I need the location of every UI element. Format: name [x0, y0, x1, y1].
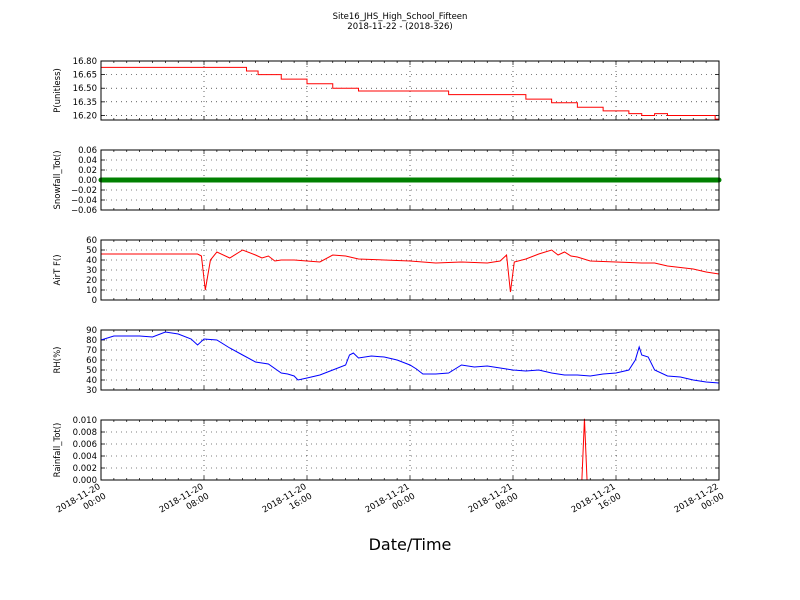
y-axis-label: Snowfall_Tot() [53, 150, 63, 209]
y-tick-label: 0.010 [73, 416, 97, 426]
y-tick-label: 60 [86, 356, 97, 366]
y-axis-label: AirT F() [53, 254, 63, 285]
y-tick-label: 0.00 [78, 176, 97, 186]
y-tick-label: 16.20 [73, 111, 97, 121]
data-series [101, 66, 720, 120]
y-axis-label: Rainfall_Tot() [53, 423, 63, 478]
data-series [100, 331, 720, 384]
y-tick-label: 0.006 [73, 440, 97, 450]
panel-5: 0.000 0.002 0.004 0.006 0.008 0.010 Rainfall_T… [53, 416, 720, 486]
y-tick-label: −0.02 [71, 186, 97, 196]
y-tick-label: 10 [86, 286, 97, 296]
y-tick-label: 40 [86, 256, 97, 266]
y-tick-label: 0.000 [73, 476, 97, 486]
x-axis-label: Date/Time [369, 535, 452, 554]
panels-group: 16.20 16.35 16.50 16.65 16.80 P(unitless) −0.0… [53, 57, 722, 486]
plot-frame [100, 329, 720, 391]
y-tick-label: 20 [86, 276, 97, 286]
y-tick-label: 16.65 [73, 71, 97, 81]
y-tick-label: 60 [86, 236, 97, 246]
y-tick-label: 0.02 [78, 166, 97, 176]
y-tick-label: 16.50 [73, 84, 97, 94]
chart-subtitle: 2018-11-22 - (2018-326) [347, 22, 452, 32]
y-tick-label: 0.002 [73, 464, 97, 474]
y-tick-label: 70 [86, 346, 97, 356]
y-tick-label: 50 [86, 366, 97, 376]
y-axis-label: P(unitless) [53, 68, 63, 113]
y-tick-label: −0.04 [71, 196, 97, 206]
panel-1: 16.20 16.35 16.50 16.65 16.80 P(unitless) [53, 57, 720, 121]
y-tick-label: 40 [86, 376, 97, 386]
y-tick-label: −0.06 [71, 206, 97, 216]
y-tick-label: 30 [86, 266, 97, 276]
y-tick-label: 0.06 [78, 146, 97, 156]
data-series [101, 249, 720, 293]
plot-frame [100, 239, 720, 301]
y-tick-label: 30 [86, 386, 97, 396]
panel-2: −0.06−0.04−0.020.000.020.040.06 Snowfall_… [53, 146, 722, 216]
y-tick-label: 0 [92, 296, 97, 306]
y-tick-label: 0.008 [73, 428, 97, 438]
y-tick-label: 16.35 [73, 98, 97, 108]
chart-title: Site16_JHS_High_School_Fifteen [333, 12, 468, 22]
y-tick-label: 0.04 [78, 156, 97, 166]
y-tick-label: 16.80 [73, 57, 97, 67]
y-tick-label: 50 [86, 246, 97, 256]
plot-frame [100, 419, 720, 481]
plot-frame [100, 60, 720, 121]
y-axis-label: RH(%) [53, 346, 63, 373]
y-tick-label: 90 [86, 326, 97, 336]
y-tick-label: 0.004 [73, 452, 97, 462]
plot-frame [100, 149, 720, 211]
y-tick-label: 80 [86, 336, 97, 346]
